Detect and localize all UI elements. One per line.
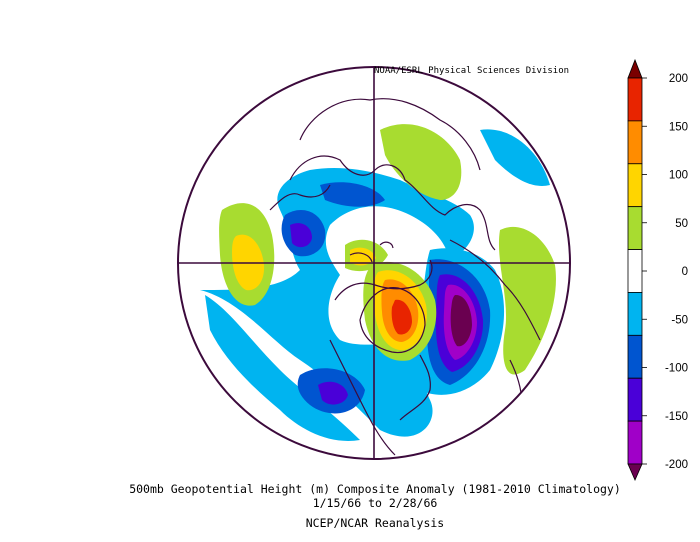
anomaly-blue-west	[200, 168, 474, 437]
map-boundary	[177, 66, 571, 460]
coastline-gulf	[399, 354, 431, 421]
colorbar-swatch-above	[627, 58, 643, 79]
anomaly-blue-pacific	[205, 295, 360, 441]
anomaly-blue-arctic	[480, 129, 550, 186]
anomaly-green-north	[380, 124, 462, 200]
coastline-arctic-islands	[349, 241, 394, 263]
colorbar-swatch	[627, 249, 643, 293]
coastline-north-america	[289, 155, 496, 251]
anomaly-medblue-north	[320, 182, 385, 207]
colorbar-swatch-below	[627, 463, 643, 481]
colorbar-tick-label: -100	[665, 363, 688, 375]
anomaly-shading	[200, 124, 556, 441]
coastline-europe	[449, 239, 541, 341]
colorbar-tick-label: 50	[675, 218, 688, 230]
colorbar-tick-label: 0	[682, 266, 688, 278]
colorbar-tick-label: -50	[671, 314, 688, 326]
colorbar-swatch	[627, 420, 643, 465]
anomaly-yellow-centre	[350, 247, 376, 266]
colorbar-tick-label: 150	[669, 121, 688, 133]
coastline-north-america-south	[329, 339, 396, 456]
colorbar-tick-label: -200	[665, 459, 688, 471]
colorbar: 200 150 100 50 0 -50 -100 -150 -200	[627, 58, 688, 481]
colorbar-tick-label: 100	[669, 170, 688, 182]
coastline-asia	[299, 98, 481, 171]
caption-title: 500mb Geopotential Height (m) Composite …	[129, 482, 621, 496]
credit-label: NOAA/ESRL Physical Sciences Division	[374, 66, 570, 76]
colorbar-swatch	[627, 292, 643, 336]
anomaly-darkblue-sw	[318, 381, 348, 405]
colorbar-swatch	[627, 77, 643, 122]
caption-dates: 1/15/66 to 2/28/66	[312, 496, 438, 510]
colorbar-tick-label: -150	[665, 411, 688, 423]
anomaly-green-east	[498, 226, 556, 375]
colorbar-swatches	[627, 58, 643, 481]
anomaly-red-greenland	[391, 299, 412, 335]
anomaly-darkblue-west	[290, 223, 312, 248]
colorbar-swatch	[627, 163, 643, 208]
coastline-siberia	[269, 184, 331, 211]
colorbar-swatch	[627, 120, 643, 165]
colorbar-tick-label: 200	[669, 73, 688, 85]
colorbar-swatch	[627, 334, 643, 379]
colorbar-swatch	[627, 206, 643, 250]
coastlines	[269, 98, 541, 456]
coastline-canada	[334, 259, 433, 301]
coastline-greenland	[359, 287, 426, 354]
anomaly-deeppurple-east	[450, 294, 472, 347]
colorbar-swatch	[627, 377, 643, 422]
caption-source: NCEP/NCAR Reanalysis	[305, 516, 445, 530]
colorbar-ticks: 200 150 100 50 0 -50 -100 -150 -200	[642, 73, 688, 471]
